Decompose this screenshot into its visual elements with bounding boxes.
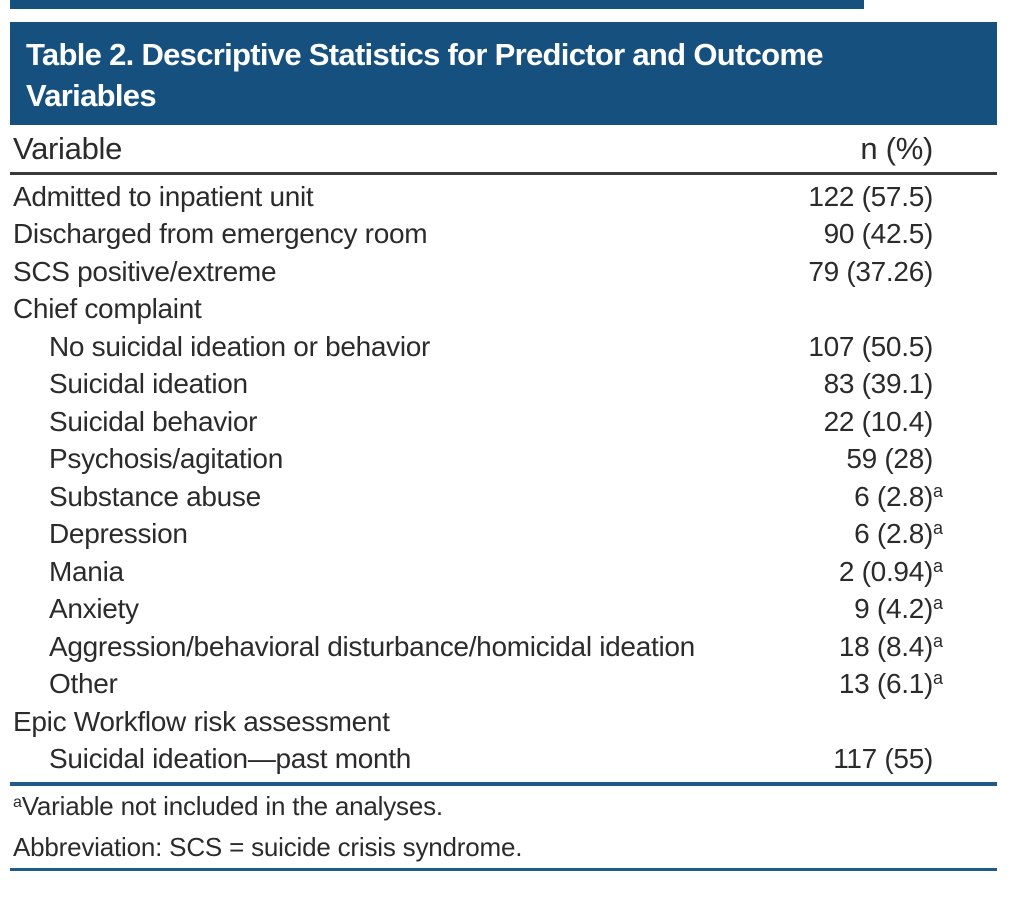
header-divider-rule (10, 172, 997, 175)
row-value: 2 (0.94)a (838, 555, 944, 587)
row-value: 79 (37.26) (808, 255, 933, 287)
table-row: Psychosis/agitation 59 (28) (10, 441, 997, 479)
footnotes: aVariable not included in the analyses. … (10, 788, 997, 866)
row-label: Epic Workflow risk assessment (13, 705, 390, 737)
table-row: Admitted to inpatient unit 122 (57.5) (10, 178, 997, 216)
row-label: Suicidal ideation (49, 368, 248, 400)
column-header-variable: Variable (13, 130, 123, 166)
row-label: Substance abuse (49, 480, 261, 512)
row-label: Discharged from emergency room (13, 218, 428, 250)
table-row: Anxiety 9 (4.2)a (10, 591, 997, 629)
top-partial-band (10, 0, 864, 9)
row-value: 122 (57.5) (808, 180, 933, 212)
row-value: 6 (2.8)a (854, 518, 944, 550)
table-row: Aggression/behavioral disturbance/homici… (10, 628, 997, 666)
row-label: Anxiety (49, 593, 139, 625)
row-label: Mania (49, 555, 124, 587)
row-value: 6 (2.8)a (854, 480, 944, 512)
row-value: 90 (42.5) (823, 218, 934, 250)
column-header-row: Variable n (%) (10, 125, 997, 172)
table-row: Suicidal behavior 22 (10.4) (10, 403, 997, 441)
table-row: Suicidal ideation—past month 117 (55) (10, 741, 997, 779)
table-row: Discharged from emergency room 90 (42.5) (10, 216, 997, 254)
row-value: 59 (28) (846, 443, 933, 475)
table-title-band: Table 2. Descriptive Statistics for Pred… (10, 22, 997, 125)
row-label: Suicidal ideation—past month (49, 743, 412, 775)
table-row-group-header: Epic Workflow risk assessment (10, 703, 997, 741)
row-label: Chief complaint (13, 293, 202, 325)
table-row: Mania 2 (0.94)a (10, 553, 997, 591)
row-value: 22 (10.4) (823, 405, 934, 437)
row-label: No suicidal ideation or behavior (49, 330, 431, 362)
row-value: 13 (6.1)a (838, 668, 944, 700)
table-body: Admitted to inpatient unit 122 (57.5) Di… (10, 178, 997, 778)
row-value: 83 (39.1) (823, 368, 934, 400)
table-row: Suicidal ideation 83 (39.1) (10, 366, 997, 404)
footer-rule (10, 868, 997, 871)
row-label: Admitted to inpatient unit (13, 180, 314, 212)
column-header-n-percent: n (%) (860, 130, 933, 166)
table-bottom-rule (10, 782, 997, 786)
row-label: Other (49, 668, 118, 700)
footnote-abbreviation: Abbreviation: SCS = suicide crisis syndr… (13, 832, 523, 862)
table-title-line-2: Variables (26, 78, 157, 113)
row-label: Psychosis/agitation (49, 443, 283, 475)
table-title-line-1: Table 2. Descriptive Statistics for Pred… (26, 37, 823, 72)
row-label: Suicidal behavior (49, 405, 258, 437)
row-label: Aggression/behavioral disturbance/homici… (49, 630, 695, 662)
footnote-superscript: a (13, 794, 22, 811)
table-row: SCS positive/extreme 79 (37.26) (10, 253, 997, 291)
table-row: Substance abuse 6 (2.8)a (10, 478, 997, 516)
row-label: SCS positive/extreme (13, 255, 277, 287)
table-row-group-header: Chief complaint (10, 291, 997, 329)
table-row: Depression 6 (2.8)a (10, 516, 997, 554)
row-label: Depression (49, 518, 188, 550)
table-row: Other 13 (6.1)a (10, 666, 997, 704)
row-value: 9 (4.2)a (854, 593, 944, 625)
footnote-a: aVariable not included in the analyses. (13, 791, 443, 821)
row-value: 18 (8.4)a (838, 630, 944, 662)
row-value: 117 (55) (833, 743, 933, 775)
row-value: 107 (50.5) (808, 330, 933, 362)
table-row: No suicidal ideation or behavior 107 (50… (10, 328, 997, 366)
